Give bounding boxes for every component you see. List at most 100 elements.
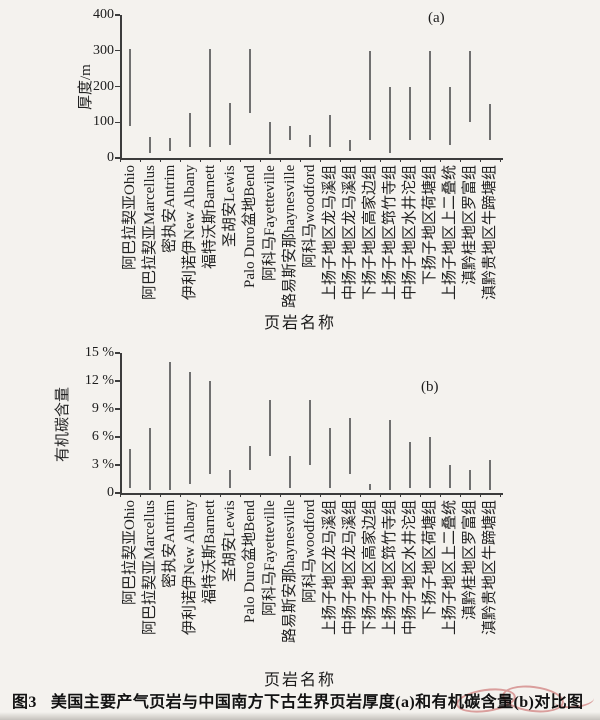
y-tick — [115, 352, 120, 354]
x-tick — [480, 493, 482, 497]
range-bar — [369, 483, 371, 491]
x-tick — [120, 493, 122, 497]
range-bar — [269, 399, 271, 456]
x-axis-title: 页岩名称 — [263, 672, 336, 689]
y-tick-label: 300 — [93, 42, 114, 58]
category-label: 滇黔贵地区牛蹄塘组 — [482, 499, 498, 635]
range-bar — [449, 86, 451, 146]
range-bar — [409, 441, 411, 489]
y-axis-line — [120, 353, 122, 493]
y-axis-line — [120, 15, 122, 158]
x-tick — [400, 493, 402, 497]
y-tick — [115, 492, 120, 494]
y-tick — [115, 408, 120, 410]
category-label: 中扬子地区龙马溪组 — [342, 499, 358, 635]
range-bar — [389, 86, 391, 153]
range-bar — [229, 469, 231, 489]
range-bar — [329, 427, 331, 489]
range-bar — [309, 399, 311, 465]
x-tick — [220, 493, 222, 497]
y-axis-title: 有机碳含量 — [55, 386, 71, 462]
category-label: 阿科马Fayetteville — [262, 500, 278, 616]
category-label: 阿巴拉契亚Marcellus — [142, 500, 158, 635]
y-tick-label: 400 — [93, 7, 114, 22]
y-tick-label: 100 — [93, 114, 114, 130]
range-bar — [389, 420, 391, 491]
range-bar — [189, 371, 191, 484]
range-bar — [409, 86, 411, 141]
range-bar — [429, 50, 431, 141]
figure-caption-text: 美国主要产气页岩与中国南方下古生界页岩厚度(a)和有机碳含量(b)对比图 — [50, 694, 584, 711]
x-tick — [320, 493, 322, 497]
category-label: 阿科马woodford — [302, 499, 318, 603]
range-bar — [169, 362, 171, 491]
panel-letter: (b) — [421, 379, 439, 395]
x-tick — [200, 158, 202, 162]
range-bar — [369, 50, 371, 141]
x-axis-line — [120, 158, 503, 160]
y-tick-label: 0 — [107, 485, 114, 500]
x-tick — [160, 493, 162, 497]
panel-letter: (a) — [428, 10, 445, 26]
y-tick-label: 9 % — [91, 401, 114, 416]
y-tick-label: 15 % — [84, 345, 114, 360]
category-label: 中扬子地区水井沱组 — [402, 499, 418, 635]
category-label: 下扬子地区高家边组 — [362, 499, 378, 635]
x-tick — [400, 158, 402, 162]
x-tick — [160, 158, 162, 162]
y-tick — [115, 50, 120, 52]
x-axis-line — [120, 493, 503, 495]
x-tick — [260, 493, 262, 497]
y-tick-label: 200 — [93, 78, 114, 94]
x-tick — [360, 158, 362, 162]
range-bar — [289, 125, 291, 141]
x-tick — [180, 493, 182, 497]
category-label: 上扬子地区龙马溪组 — [322, 499, 338, 635]
x-tick — [440, 493, 442, 497]
x-tick — [300, 493, 302, 497]
range-bar — [149, 136, 151, 153]
x-tick — [300, 158, 302, 162]
range-bar — [129, 449, 131, 489]
range-bar — [289, 455, 291, 489]
x-tick — [340, 493, 342, 497]
x-tick — [500, 158, 502, 162]
x-tick — [360, 493, 362, 497]
range-bar — [309, 134, 311, 148]
category-label: 阿巴拉契亚Ohio — [122, 499, 138, 605]
range-bar — [329, 115, 331, 148]
range-bar — [169, 138, 171, 151]
range-bar — [149, 427, 151, 491]
y-tick-label: 0 — [107, 150, 114, 165]
x-tick — [240, 493, 242, 497]
y-tick — [115, 85, 120, 88]
x-tick — [240, 158, 242, 162]
figure-caption-number: 图3 — [12, 694, 37, 711]
x-tick — [380, 158, 382, 162]
x-axis-title: 页岩名称 — [263, 315, 336, 332]
y-tick — [115, 436, 120, 438]
x-tick — [460, 493, 462, 497]
y-tick-label: 6 % — [91, 429, 114, 444]
x-tick — [220, 158, 222, 162]
y-tick — [115, 464, 120, 466]
scan-edge-shadow — [0, 712, 600, 720]
x-tick — [140, 493, 142, 497]
y-tick — [115, 380, 120, 382]
category-label: 路易斯安那haynesville — [282, 499, 298, 643]
range-bar — [269, 122, 271, 155]
x-tick — [260, 158, 262, 162]
range-bar — [209, 381, 211, 475]
x-tick — [280, 493, 282, 497]
category-label: 伊利诺伊New Albany — [182, 499, 198, 635]
range-bar — [429, 437, 431, 489]
x-tick — [460, 158, 462, 162]
range-bar — [349, 140, 351, 151]
x-tick — [120, 158, 122, 162]
x-tick — [420, 493, 422, 497]
category-label: 上扬子地区上二叠统 — [442, 499, 458, 635]
range-bar — [469, 50, 471, 123]
